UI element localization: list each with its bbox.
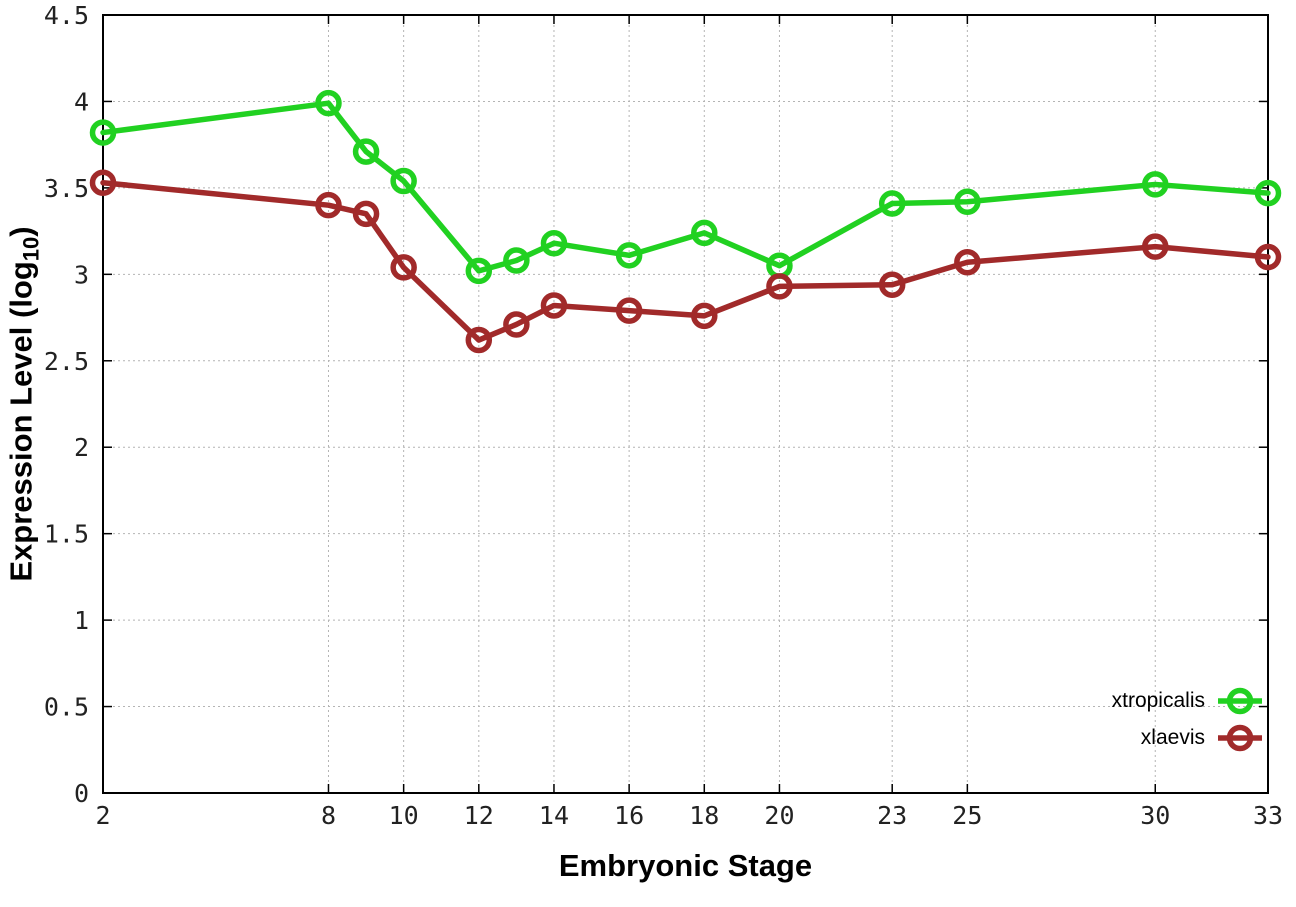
- y-tick-label: 2.5: [44, 347, 89, 376]
- data-point-xtropicalis: [315, 89, 342, 117]
- y-tick-label: 2: [74, 433, 89, 462]
- legend: xtropicalis xlaevis: [1112, 686, 1263, 753]
- data-point-xtropicalis: [465, 257, 493, 285]
- data-point-xtropicalis: [878, 190, 906, 217]
- x-tick-label: 30: [1140, 801, 1170, 830]
- data-point-xlaevis: [878, 271, 906, 298]
- data-point-xlaevis: [954, 248, 981, 276]
- data-point-xlaevis: [315, 191, 342, 219]
- x-tick-label: 14: [539, 801, 569, 830]
- data-point-xlaevis: [503, 311, 530, 338]
- data-point-xlaevis: [615, 297, 643, 324]
- x-tick-label: 23: [877, 801, 907, 830]
- data-point-xtropicalis: [89, 119, 117, 146]
- data-point-xtropicalis: [390, 167, 417, 195]
- x-tick-label: 20: [764, 801, 794, 830]
- data-point-xtropicalis: [954, 188, 981, 215]
- legend-label: xlaevis: [1140, 726, 1205, 749]
- legend-entry-xlaevis: xlaevis: [1112, 723, 1263, 753]
- y-axis-title-subscript: 10: [18, 236, 44, 262]
- series-line-xtropicalis: [100, 100, 1271, 274]
- data-point-xtropicalis: [615, 242, 643, 269]
- legend-label: xtropicalis: [1111, 689, 1205, 712]
- y-tick-label: 4.5: [44, 1, 89, 30]
- legend-point-sample: [1226, 724, 1254, 752]
- legend-marker-icon: [1218, 687, 1262, 715]
- x-tick-label: 25: [952, 801, 982, 830]
- series-line-xlaevis: [100, 179, 1271, 343]
- y-tick-label: 3: [74, 260, 89, 289]
- data-point-xtropicalis: [352, 138, 380, 165]
- y-tick-label: 4: [74, 87, 89, 116]
- legend-point-sample: [1226, 687, 1254, 715]
- y-tick-label: 1.5: [44, 520, 89, 549]
- plot-border: [102, 14, 1269, 794]
- data-point-xlaevis: [352, 200, 380, 228]
- data-point-xlaevis: [89, 169, 117, 196]
- x-tick-label: 18: [689, 801, 719, 830]
- data-point-xlaevis: [465, 326, 493, 354]
- data-point-xlaevis: [1142, 233, 1169, 260]
- data-point-xlaevis: [1254, 243, 1282, 271]
- x-tick-label: 10: [389, 801, 419, 830]
- data-point-xlaevis: [390, 254, 417, 281]
- legend-marker-icon: [1218, 724, 1262, 752]
- x-tick-label: 16: [614, 801, 644, 830]
- y-axis-title-text: Expression Level (log: [3, 261, 39, 582]
- x-tick-label: 12: [464, 801, 494, 830]
- x-axis-title: Embryonic Stage: [558, 848, 813, 883]
- y-tick-label: 0: [74, 779, 89, 808]
- y-axis-title-suffix: ): [3, 226, 39, 237]
- x-tick-label: 8: [321, 801, 336, 830]
- data-point-xlaevis: [691, 302, 718, 330]
- legend-entry-xtropicalis: xtropicalis: [1112, 686, 1263, 716]
- data-point-xtropicalis: [503, 247, 530, 274]
- y-tick-label: 1: [74, 606, 89, 635]
- data-point-xtropicalis: [1254, 179, 1282, 207]
- data-point-xlaevis: [766, 273, 793, 300]
- data-point-xlaevis: [540, 292, 568, 319]
- data-point-xtropicalis: [540, 229, 568, 257]
- data-point-xtropicalis: [1142, 171, 1169, 198]
- x-tick-label: 2: [95, 801, 110, 830]
- data-point-xtropicalis: [691, 219, 718, 247]
- x-tick-label: 33: [1253, 801, 1283, 830]
- y-tick-label: 0.5: [44, 693, 89, 722]
- y-axis-title: Expression Level (log10): [3, 226, 44, 581]
- y-tick-label: 3.5: [44, 174, 89, 203]
